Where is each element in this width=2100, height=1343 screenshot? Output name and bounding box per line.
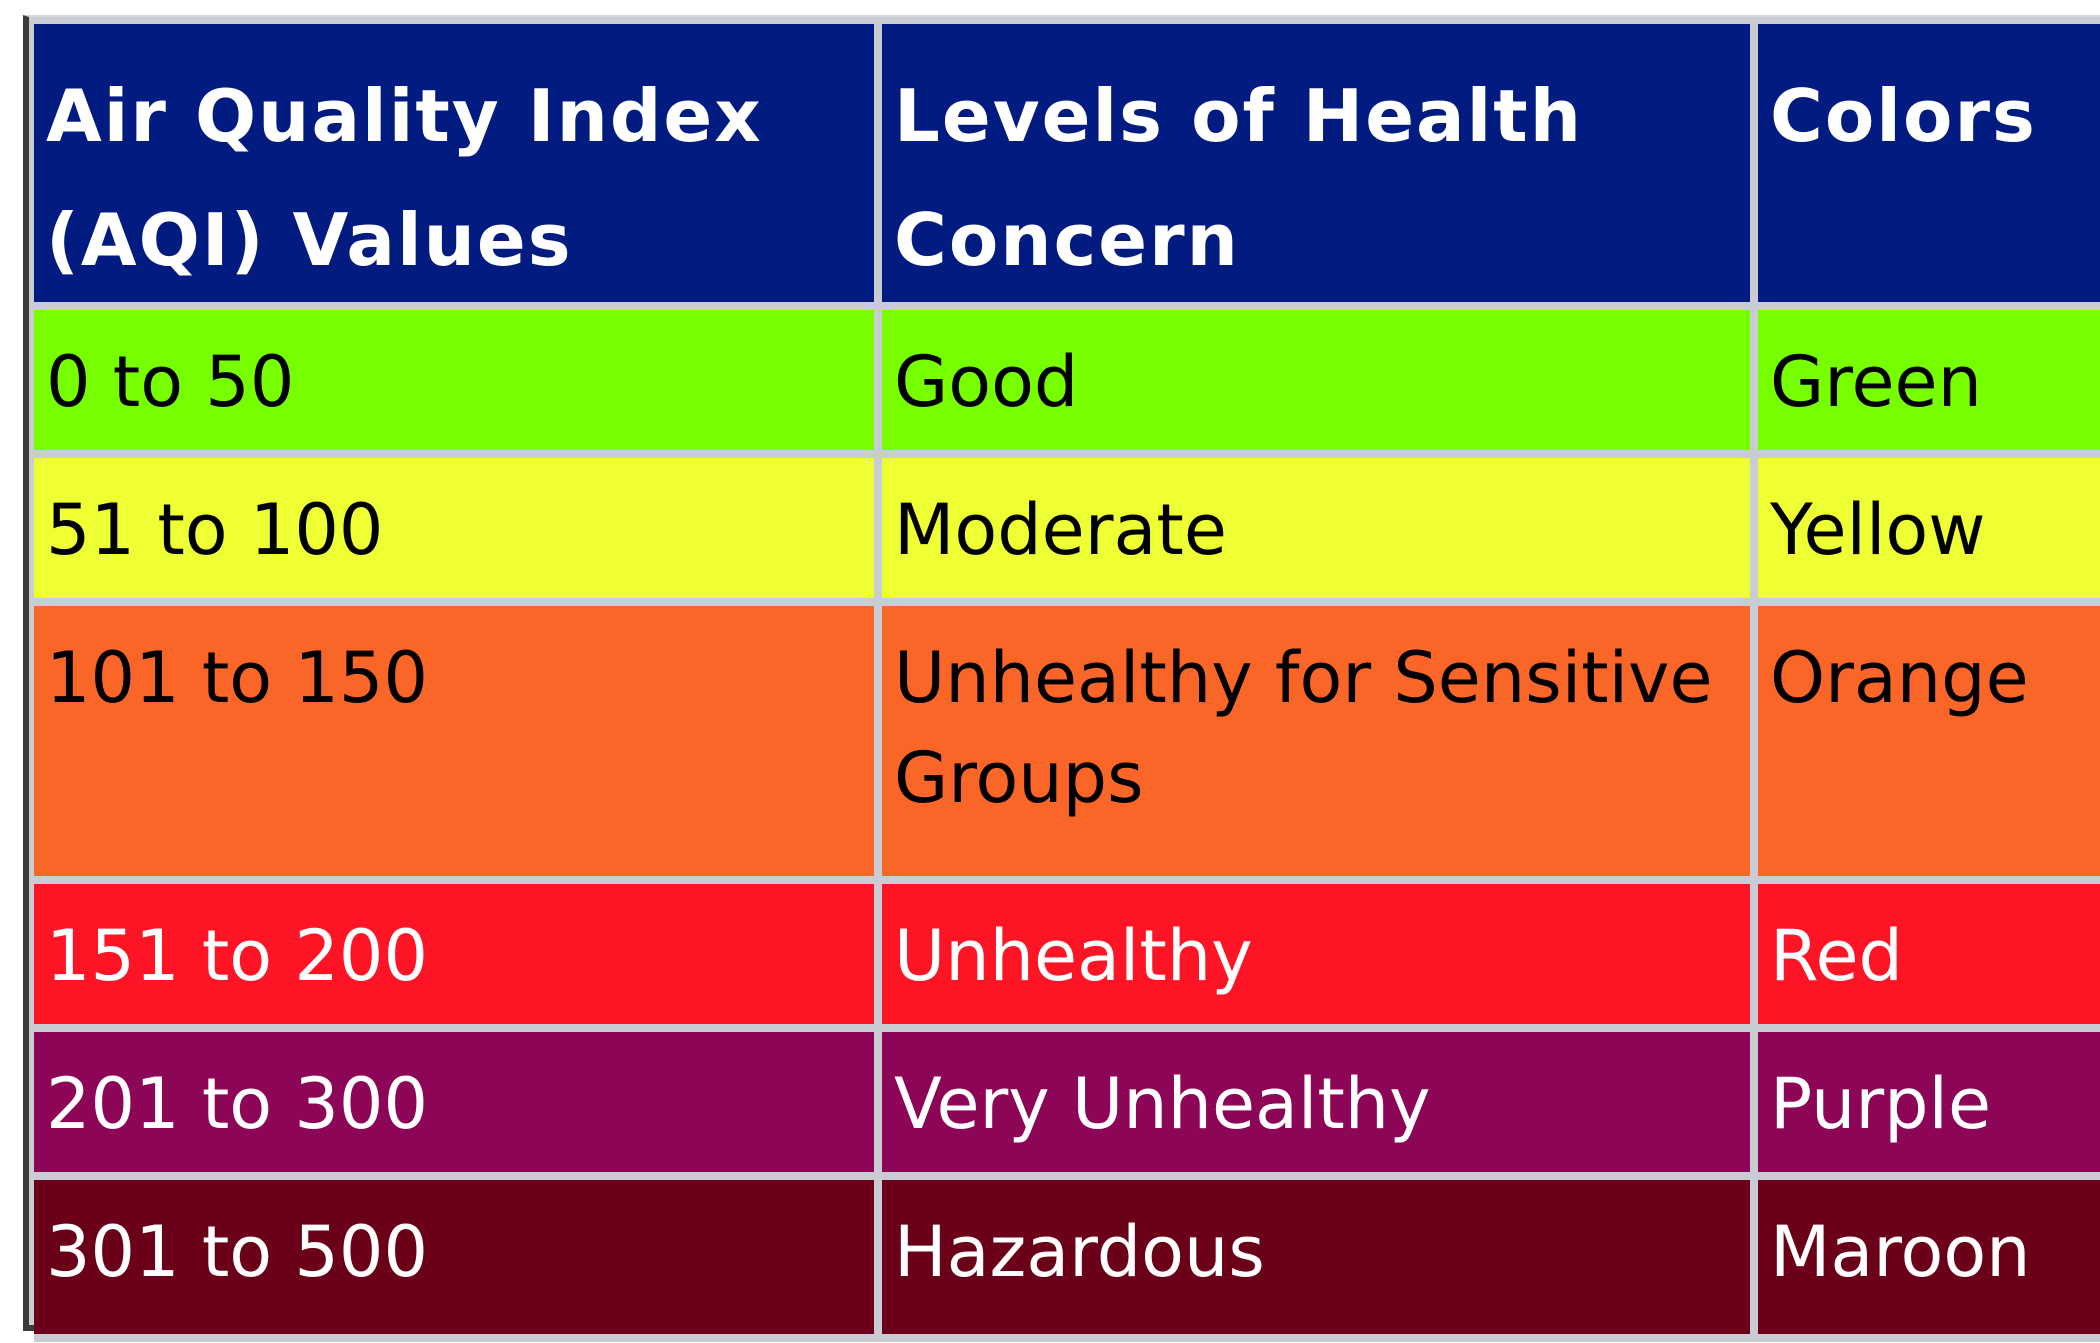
cell-health-level: Hazardous bbox=[882, 1180, 1758, 1342]
cell-aqi-range: 51 to 100 bbox=[34, 458, 882, 606]
cell-color-name: Green bbox=[1758, 310, 2100, 458]
header-aqi-values: Air Quality Index (AQI) Values bbox=[34, 24, 882, 310]
cell-color-name: Red bbox=[1758, 884, 2100, 1032]
cell-color-name: Orange bbox=[1758, 606, 2100, 884]
cell-health-level: Moderate bbox=[882, 458, 1758, 606]
cell-color-name: Purple bbox=[1758, 1032, 2100, 1180]
cell-health-level: Good bbox=[882, 310, 1758, 458]
header-health-concern: Levels of Health Concern bbox=[882, 24, 1758, 310]
table-row: 101 to 150 Unhealthy for Sensitive Group… bbox=[34, 606, 2100, 884]
table-row: 0 to 50 Good Green bbox=[34, 310, 2100, 458]
cell-color-name: Yellow bbox=[1758, 458, 2100, 606]
aqi-table: Air Quality Index (AQI) Values Levels of… bbox=[34, 24, 2100, 1342]
table-row: 151 to 200 Unhealthy Red bbox=[34, 884, 2100, 1032]
cell-color-name: Maroon bbox=[1758, 1180, 2100, 1342]
cell-aqi-range: 201 to 300 bbox=[34, 1032, 882, 1180]
table-row: 201 to 300 Very Unhealthy Purple bbox=[34, 1032, 2100, 1180]
cell-health-level: Unhealthy for Sensitive Groups bbox=[882, 606, 1758, 884]
cell-aqi-range: 0 to 50 bbox=[34, 310, 882, 458]
cell-aqi-range: 101 to 150 bbox=[34, 606, 882, 884]
cell-aqi-range: 301 to 500 bbox=[34, 1180, 882, 1342]
table-row: 301 to 500 Hazardous Maroon bbox=[34, 1180, 2100, 1342]
cell-health-level: Unhealthy bbox=[882, 884, 1758, 1032]
table-row: 51 to 100 Moderate Yellow bbox=[34, 458, 2100, 606]
header-colors: Colors bbox=[1758, 24, 2100, 310]
header-row: Air Quality Index (AQI) Values Levels of… bbox=[34, 24, 2100, 310]
cell-aqi-range: 151 to 200 bbox=[34, 884, 882, 1032]
cell-health-level: Very Unhealthy bbox=[882, 1032, 1758, 1180]
